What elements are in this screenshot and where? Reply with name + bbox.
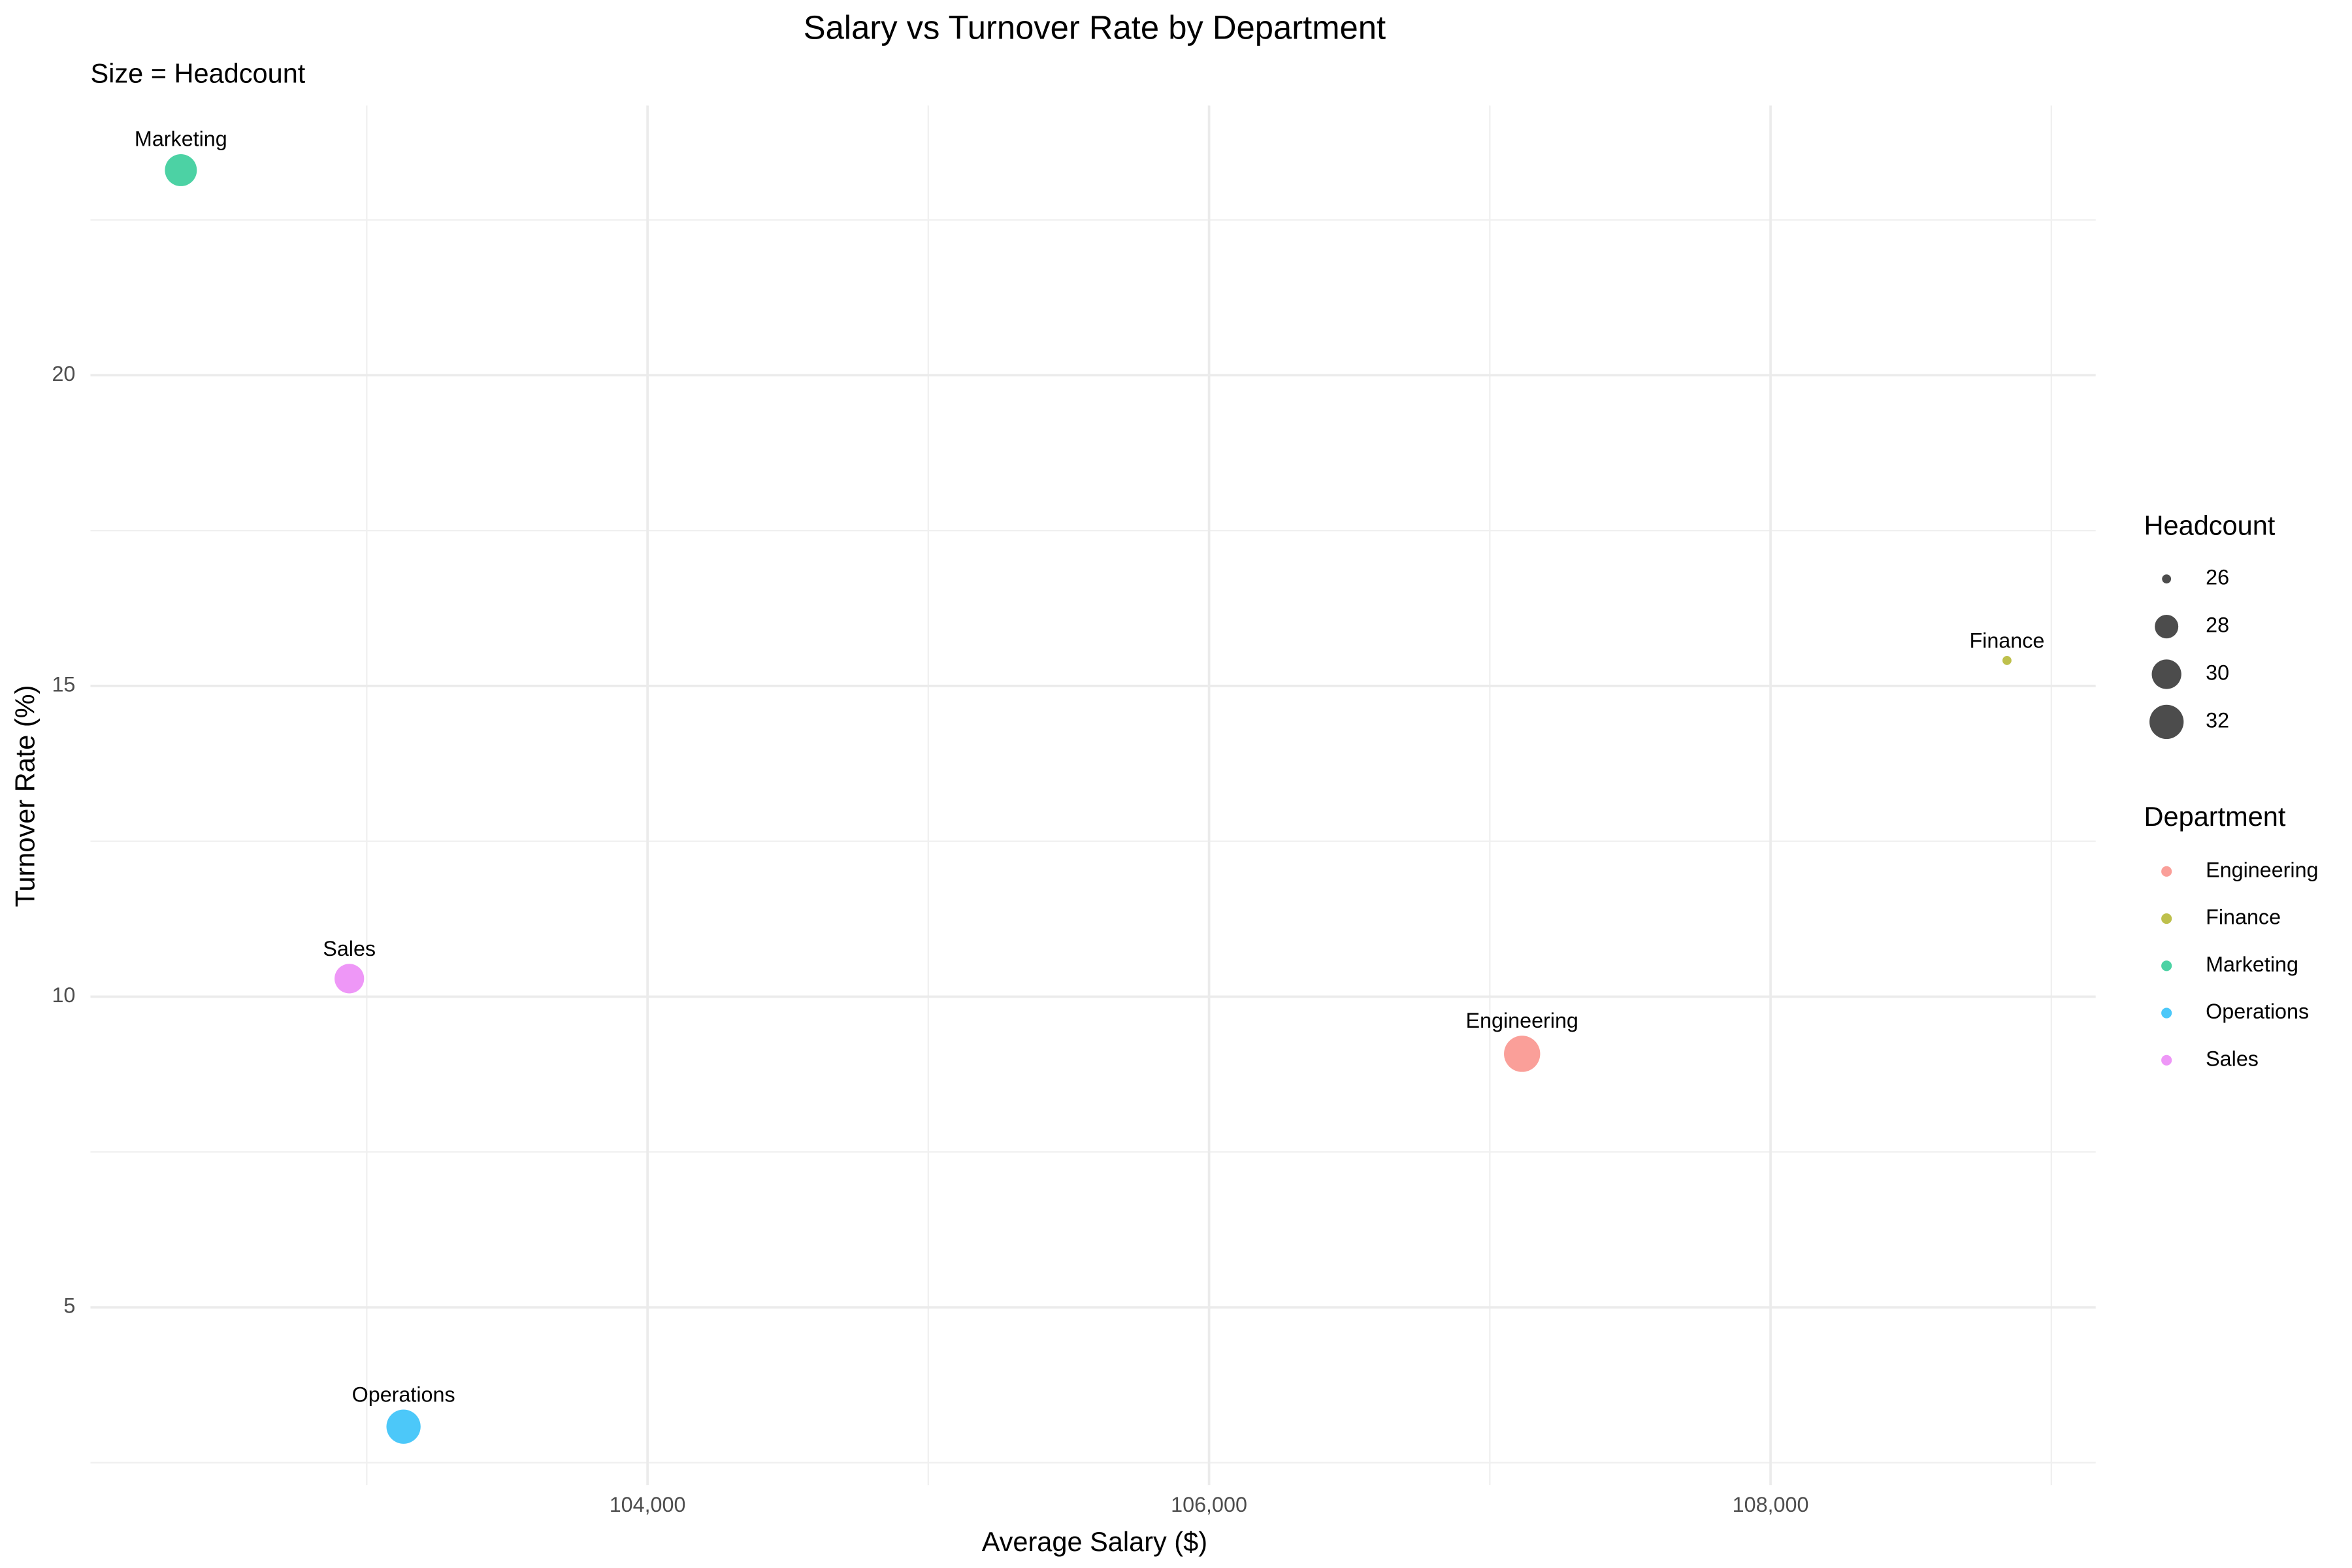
size-legend-label: 30	[2206, 661, 2229, 685]
size-legend-label: 32	[2206, 708, 2229, 732]
legend-label: Operations	[2206, 1000, 2309, 1023]
size-legend-key	[2151, 659, 2181, 689]
bubble	[2002, 655, 2012, 665]
legend-label: Marketing	[2206, 953, 2298, 976]
x-tick-label: 104,000	[610, 1493, 686, 1516]
size-legend-label: 28	[2206, 613, 2229, 637]
size-legend-key	[2149, 704, 2184, 740]
legend-title: Department	[2144, 801, 2286, 832]
legend-key	[2161, 1007, 2172, 1019]
x-tick-label: 108,000	[1733, 1493, 1809, 1516]
size-legend-key	[2155, 615, 2179, 639]
point-label: Engineering	[1466, 1009, 1578, 1032]
legend-key	[2161, 913, 2172, 924]
y-tick-label: 5	[63, 1294, 75, 1318]
point-label: Sales	[323, 937, 376, 960]
y-tick-label: 20	[52, 362, 75, 385]
point-label: Marketing	[135, 127, 227, 151]
marks: Engineering Finance Marketing Operations Sal…	[135, 127, 2044, 1444]
legend-key	[2161, 960, 2172, 972]
bubble	[386, 1409, 421, 1444]
y-tick-label: 15	[52, 672, 75, 696]
bubble	[335, 964, 365, 994]
legend-label: Finance	[2206, 906, 2281, 929]
size-legend-label: 26	[2206, 566, 2229, 589]
size-legend-key	[2162, 574, 2172, 584]
size-legend-title: Headcount	[2144, 510, 2276, 541]
chart-subtitle: Size = Headcount	[90, 57, 305, 88]
bubble	[1504, 1036, 1541, 1072]
y-tick-label: 10	[52, 983, 75, 1007]
grid	[90, 105, 2096, 1486]
y-axis-title: Turnover Rate (%)	[10, 685, 41, 907]
legend-key	[2161, 1054, 2172, 1066]
bubble	[165, 154, 197, 186]
x-axis-title: Average Salary ($)	[982, 1526, 1207, 1557]
legend-label: Engineering	[2206, 858, 2318, 881]
point-label: Operations	[352, 1382, 455, 1406]
point-label: Finance	[1969, 629, 2044, 653]
x-tick-label: 106,000	[1171, 1493, 1247, 1516]
legend-key	[2161, 866, 2172, 877]
chart-title: Salary vs Turnover Rate by Department	[804, 9, 1386, 46]
legend-label: Sales	[2206, 1047, 2259, 1070]
